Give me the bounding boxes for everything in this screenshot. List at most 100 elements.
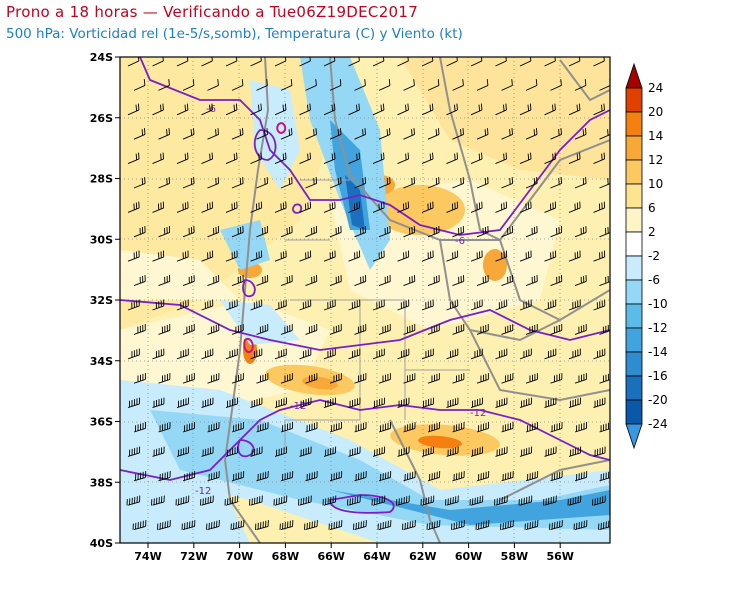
wind-barb xyxy=(550,373,563,384)
colorbar-swatch xyxy=(625,255,643,281)
wind-barb xyxy=(525,79,538,91)
wind-barb xyxy=(323,250,336,262)
wind-barb xyxy=(280,79,293,91)
colorbar-swatch xyxy=(625,399,643,425)
wind-barb xyxy=(446,299,459,311)
colorbar-label: -16 xyxy=(648,369,668,383)
wind-barb xyxy=(176,152,189,165)
wind-barb xyxy=(133,79,146,91)
wind-barb xyxy=(299,103,311,116)
wind-barb xyxy=(133,275,146,287)
wind-barb xyxy=(446,348,459,360)
wind-barb xyxy=(452,275,465,287)
wind-barb xyxy=(127,446,141,457)
wind-barb xyxy=(329,177,342,189)
wind-barb xyxy=(470,152,483,165)
wind-barb xyxy=(182,422,195,433)
wind-barb xyxy=(182,226,195,238)
wind-barb xyxy=(181,520,196,531)
wind-barb xyxy=(495,348,508,360)
wind-barb xyxy=(225,446,239,457)
wind-barb xyxy=(378,79,391,91)
wind-barb xyxy=(225,103,238,116)
wind-barb xyxy=(599,422,610,433)
wind-barb xyxy=(151,495,165,506)
wind-barb xyxy=(354,373,367,384)
contour-label: -12 xyxy=(290,401,306,412)
wind-barb xyxy=(225,57,238,67)
wind-barb xyxy=(519,348,532,360)
wind-barb xyxy=(323,152,336,165)
wind-barb xyxy=(567,495,582,506)
wind-barb xyxy=(501,79,513,91)
wind-barb xyxy=(397,348,410,360)
wind-barb xyxy=(207,275,220,287)
longitude-label: 66W xyxy=(317,550,344,563)
wind-barb xyxy=(256,373,269,384)
wind-barb xyxy=(500,520,514,531)
wind-barb xyxy=(599,324,610,335)
wind-barb xyxy=(182,177,195,189)
wind-barb xyxy=(250,201,263,213)
wind-barb xyxy=(176,57,189,67)
wind-barb xyxy=(231,79,244,91)
wind-barb xyxy=(305,177,318,189)
wind-barb xyxy=(201,57,213,67)
colorbar-label: -20 xyxy=(648,393,668,407)
wind-barb xyxy=(256,324,269,335)
wind-barb xyxy=(299,250,312,262)
wind-barb xyxy=(446,397,459,409)
wind-barb xyxy=(354,422,367,433)
wind-barb xyxy=(403,324,416,335)
wind-barb xyxy=(176,103,189,116)
colorbar-swatch xyxy=(625,159,643,185)
wind-barb xyxy=(427,275,440,287)
wind-barb xyxy=(158,275,171,287)
wind-barb xyxy=(231,324,244,335)
wind-barb xyxy=(446,201,459,213)
wind-barb xyxy=(420,495,435,506)
colorbar-label: 6 xyxy=(648,201,656,215)
wind-barb xyxy=(133,226,146,238)
vorticity-shading: -6 -6 -12 -12 -12 xyxy=(120,57,610,543)
wind-barb xyxy=(495,446,508,457)
wind-barb xyxy=(446,250,459,262)
wind-barb xyxy=(207,324,220,335)
wind-barb xyxy=(305,324,318,335)
wind-barb xyxy=(274,299,287,311)
wind-barb xyxy=(403,275,416,287)
wind-barb xyxy=(446,103,458,116)
colorbar-swatch xyxy=(625,327,643,353)
colorbar-label: 14 xyxy=(648,129,663,143)
wind-barb xyxy=(427,128,440,140)
wind-barb xyxy=(593,348,606,360)
wind-barb xyxy=(348,299,361,311)
wind-barb xyxy=(397,201,410,213)
wind-barb xyxy=(176,348,189,360)
wind-barb xyxy=(323,103,336,116)
wind-barb xyxy=(568,57,581,67)
wind-barb xyxy=(592,495,606,506)
wind-barb xyxy=(305,373,318,384)
wind-barb xyxy=(182,79,195,91)
wind-barb xyxy=(378,422,391,433)
wind-barb xyxy=(371,495,386,506)
latitude-label: 32S xyxy=(90,294,113,307)
wind-barb xyxy=(274,152,287,165)
wind-barb xyxy=(599,275,610,287)
wind-barb xyxy=(274,446,288,457)
wind-barb xyxy=(329,128,342,140)
wind-barb xyxy=(201,152,213,165)
wind-barb xyxy=(348,201,361,213)
wind-barb xyxy=(372,152,385,165)
wind-barb xyxy=(397,103,409,116)
wind-barb xyxy=(158,128,170,140)
wind-barb xyxy=(348,152,360,165)
colorbar-label: -14 xyxy=(648,345,668,359)
wind-barb xyxy=(152,397,165,409)
longitude-label: 64W xyxy=(363,550,390,563)
wind-barb xyxy=(593,299,606,311)
wind-barb xyxy=(599,226,610,238)
wind-barb xyxy=(305,422,318,433)
wind-barb xyxy=(469,495,484,506)
